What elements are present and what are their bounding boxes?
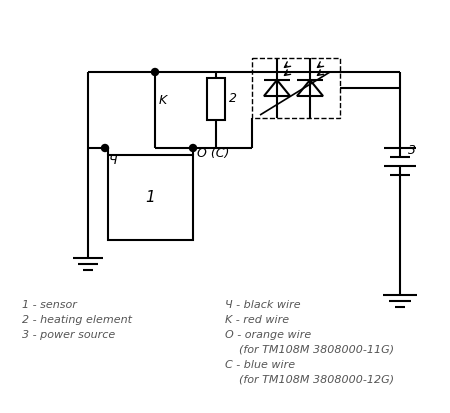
- Bar: [108, 155, 193, 240]
- Text: 3 - power source: 3 - power source: [22, 330, 115, 340]
- Bar: [252, 58, 340, 118]
- Text: (for TM108M 3808000-12G): (for TM108M 3808000-12G): [225, 375, 394, 385]
- Text: 2: 2: [229, 93, 237, 105]
- Text: 1 - sensor: 1 - sensor: [22, 300, 77, 310]
- Bar: [207, 78, 225, 120]
- Text: K - red wire: K - red wire: [225, 315, 289, 325]
- Text: O (C): O (C): [197, 147, 230, 161]
- Text: 2 - heating element: 2 - heating element: [22, 315, 132, 325]
- Text: (for TM108M 3808000-11G): (for TM108M 3808000-11G): [225, 345, 394, 355]
- Text: 3: 3: [408, 143, 416, 157]
- Text: O - orange wire: O - orange wire: [225, 330, 311, 340]
- Circle shape: [189, 145, 197, 152]
- Text: C - blue wire: C - blue wire: [225, 360, 295, 370]
- Text: K: K: [159, 93, 167, 107]
- Text: Ч: Ч: [109, 154, 117, 166]
- Text: Ч - black wire: Ч - black wire: [225, 300, 301, 310]
- Text: 1: 1: [146, 190, 155, 205]
- Circle shape: [102, 145, 108, 152]
- Circle shape: [152, 69, 158, 76]
